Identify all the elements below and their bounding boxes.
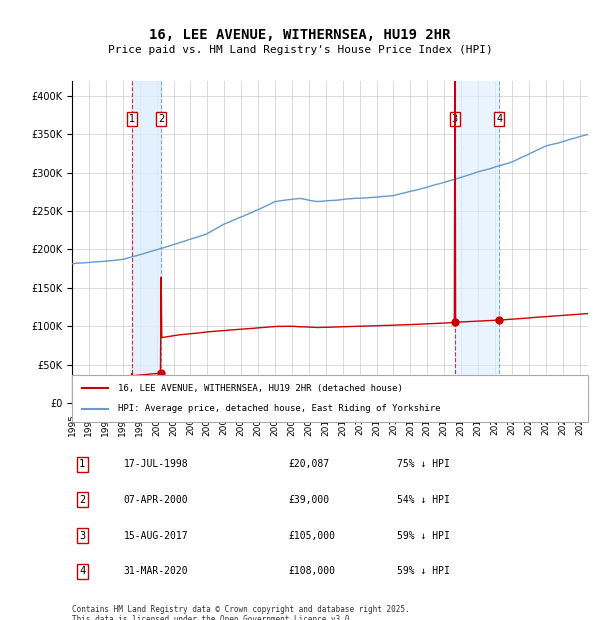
- Point: [157, 368, 166, 378]
- Text: 15-AUG-2017: 15-AUG-2017: [124, 531, 188, 541]
- Text: Price paid vs. HM Land Registry's House Price Index (HPI): Price paid vs. HM Land Registry's House …: [107, 45, 493, 55]
- Point: [450, 317, 460, 327]
- Point: [494, 315, 504, 325]
- Text: 16, LEE AVENUE, WITHERNSEA, HU19 2HR: 16, LEE AVENUE, WITHERNSEA, HU19 2HR: [149, 28, 451, 42]
- Text: 1: 1: [129, 114, 135, 124]
- Text: 31-MAR-2020: 31-MAR-2020: [124, 566, 188, 576]
- Text: 75% ↓ HPI: 75% ↓ HPI: [397, 459, 450, 469]
- Text: 54% ↓ HPI: 54% ↓ HPI: [397, 495, 450, 505]
- Bar: [455, 81, 499, 403]
- FancyBboxPatch shape: [72, 375, 588, 422]
- Text: £39,000: £39,000: [289, 495, 330, 505]
- Bar: [132, 81, 161, 403]
- Text: £20,087: £20,087: [289, 459, 330, 469]
- Text: £105,000: £105,000: [289, 531, 336, 541]
- Text: 59% ↓ HPI: 59% ↓ HPI: [397, 566, 450, 576]
- Text: 07-APR-2000: 07-APR-2000: [124, 495, 188, 505]
- Text: 4: 4: [496, 114, 502, 124]
- Text: HPI: Average price, detached house, East Riding of Yorkshire: HPI: Average price, detached house, East…: [118, 404, 441, 413]
- Text: 16, LEE AVENUE, WITHERNSEA, HU19 2HR (detached house): 16, LEE AVENUE, WITHERNSEA, HU19 2HR (de…: [118, 384, 403, 392]
- Text: 17-JUL-1998: 17-JUL-1998: [124, 459, 188, 469]
- Text: 2: 2: [79, 495, 85, 505]
- Text: 3: 3: [452, 114, 458, 124]
- Text: £108,000: £108,000: [289, 566, 336, 576]
- Bar: [132, 81, 161, 403]
- Text: 1: 1: [79, 459, 85, 469]
- Text: 2: 2: [158, 114, 164, 124]
- Text: 59% ↓ HPI: 59% ↓ HPI: [397, 531, 450, 541]
- Text: 4: 4: [79, 566, 85, 576]
- Text: Contains HM Land Registry data © Crown copyright and database right 2025.
This d: Contains HM Land Registry data © Crown c…: [72, 604, 410, 620]
- Text: 3: 3: [79, 531, 85, 541]
- Point: [127, 383, 137, 392]
